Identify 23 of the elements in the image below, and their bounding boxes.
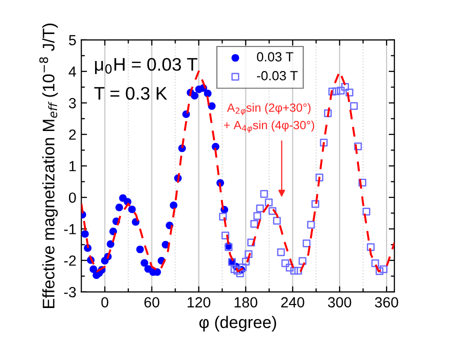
legend-label: 0.03 T <box>256 52 294 62</box>
legend-label: -0.03 T <box>257 71 298 80</box>
annotation: μ$_{0}$H = 0.03 T <box>95 58 198 74</box>
y-tick-label: -2 <box>64 256 76 266</box>
x-tick-label: 120 <box>188 297 210 308</box>
x-axis-title: φ (degree) <box>199 316 276 332</box>
x-tick-label: 240 <box>281 297 304 308</box>
y-tick-label: 3 <box>68 98 76 108</box>
x-tick-label: 360 <box>374 297 398 308</box>
y-tick-label: -1 <box>64 224 76 234</box>
annotation: A$_{2φ}$sin (2φ+30°) + A$_{4φ}$sin (4φ-30°) <box>224 103 314 133</box>
x-tick-label: 60 <box>144 297 160 308</box>
y-tick-label: 4 <box>68 66 76 77</box>
y-tick-label: 2 <box>69 130 76 140</box>
y-axis-title: Effective magnetization M$_{eff}$ (10$^{−8}$ J/T) <box>39 24 58 308</box>
y-tick-label: 1 <box>69 161 76 172</box>
annotation: T = 0.3 K <box>94 86 168 100</box>
x-tick-label: 300 <box>328 297 352 308</box>
x-tick-label: 180 <box>234 297 258 308</box>
y-tick-label: -3 <box>64 287 76 298</box>
y-tick-label: 5 <box>68 35 76 46</box>
x-tick-label: 0 <box>101 297 108 308</box>
y-tick-label: 0 <box>68 192 76 203</box>
